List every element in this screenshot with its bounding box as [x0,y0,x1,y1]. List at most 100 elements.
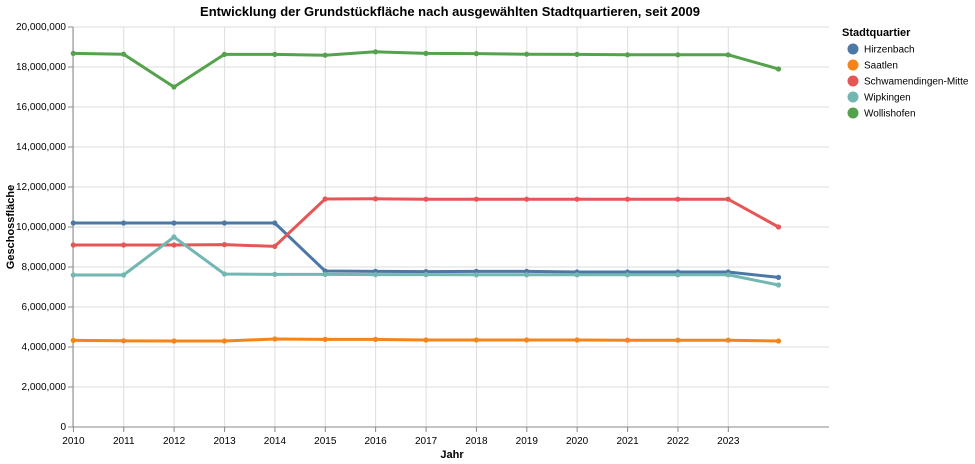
data-point [725,52,731,58]
series-layer [70,49,782,344]
y-tick-label: 2,000,000 [22,382,67,393]
data-point [775,224,782,230]
x-tick-label: 2016 [364,436,387,447]
y-tick-label: 6,000,000 [22,302,67,313]
data-point [524,272,530,278]
legend-symbol [847,43,859,55]
y-tick-label: 0 [60,422,66,433]
series-wollishofen [70,49,782,90]
data-point [624,196,631,202]
data-point [372,196,379,202]
data-point [473,196,479,202]
data-point [675,272,681,278]
data-point [423,272,429,278]
data-point [121,242,127,248]
data-point [70,50,76,57]
y-tick-label: 8,000,000 [22,262,67,273]
x-tick-label: 2018 [465,436,488,447]
data-point [322,271,328,277]
x-tick-label: 2014 [264,436,287,447]
data-point [70,220,76,226]
y-tick-label: 16,000,000 [16,102,66,113]
data-point [372,272,379,278]
legend-label: Wipkingen [864,93,911,104]
data-point [221,51,228,58]
legend-symbol [847,107,859,119]
data-point [473,272,479,278]
legend-item-hirzenbach: Hirzenbach [847,43,915,56]
grid-layer [72,26,829,428]
data-point [221,220,228,226]
legend-item-schwamendingen-mitte: Schwamendingen-Mitte [847,75,969,88]
data-point [272,336,278,342]
legend-symbol [847,91,859,103]
x-tick-label: 2017 [415,436,438,447]
x-tick-label: 2019 [516,436,539,447]
data-point [372,49,379,55]
data-point [272,220,278,226]
data-point [574,337,580,343]
data-point [171,242,177,248]
chart-title: Entwicklung der Grundstückfläche nach au… [200,4,700,19]
data-point [171,234,177,240]
data-point [524,337,530,343]
x-tick-label: 2012 [163,436,186,447]
legend-symbol [847,75,859,87]
y-tick-label: 14,000,000 [16,142,66,153]
data-point [221,338,228,344]
data-point [775,282,782,288]
data-point [675,196,681,202]
data-point [675,337,681,343]
legend-label: Schwamendingen-Mitte [864,77,969,88]
x-tick-label: 2020 [566,436,589,447]
data-point [121,338,127,344]
legend-label: Saatlen [864,61,898,72]
data-point [322,52,328,58]
data-point [70,272,76,278]
data-point [322,196,328,202]
data-point [574,272,580,278]
data-point [322,336,328,342]
x-tick-label: 2010 [62,436,85,447]
legend-item-saatlen: Saatlen [847,59,898,72]
data-point [372,336,379,342]
legend-item-wipkingen: Wipkingen [847,91,911,104]
data-point [624,337,631,343]
data-point [121,220,127,226]
data-point [725,337,731,343]
legend-label: Hirzenbach [864,45,915,56]
data-point [574,51,580,58]
y-tick-label: 20,000,000 [16,22,66,33]
x-tick-label: 2021 [616,436,639,447]
axis-layer: 0 2,000,000 4,000,000 6,000,000 8,000,000 10,… [16,22,829,447]
data-point [624,52,631,58]
legend-item-wollishofen: Wollishofen [847,107,916,120]
data-point [574,196,580,202]
legend-label: Wollishofen [864,109,916,120]
y-axis-title: Geschossfläche [5,185,17,269]
data-point [121,51,127,57]
data-point [775,66,782,72]
data-point [221,271,228,277]
y-tick-label: 10,000,000 [16,222,66,233]
data-point [675,52,681,58]
data-point [171,338,177,344]
data-point [423,196,429,202]
legend-symbol [847,59,859,71]
series-wipkingen [70,234,782,288]
series-schwamendingen-mitte [70,196,782,249]
data-point [171,220,177,226]
x-tick-label: 2023 [717,436,740,447]
data-point [473,51,479,57]
data-point [624,272,631,278]
data-point [70,337,76,343]
data-point [775,274,782,280]
data-point [775,338,782,344]
x-tick-label: 2022 [667,436,690,447]
x-tick-label: 2015 [314,436,337,447]
data-point [524,196,530,202]
data-point [725,272,731,278]
legend-title: Stadtquartier [842,27,911,39]
legend: Stadtquartier Hirzenbach Saatlen Schwamend… [842,27,969,120]
x-tick-label: 2013 [213,436,236,447]
